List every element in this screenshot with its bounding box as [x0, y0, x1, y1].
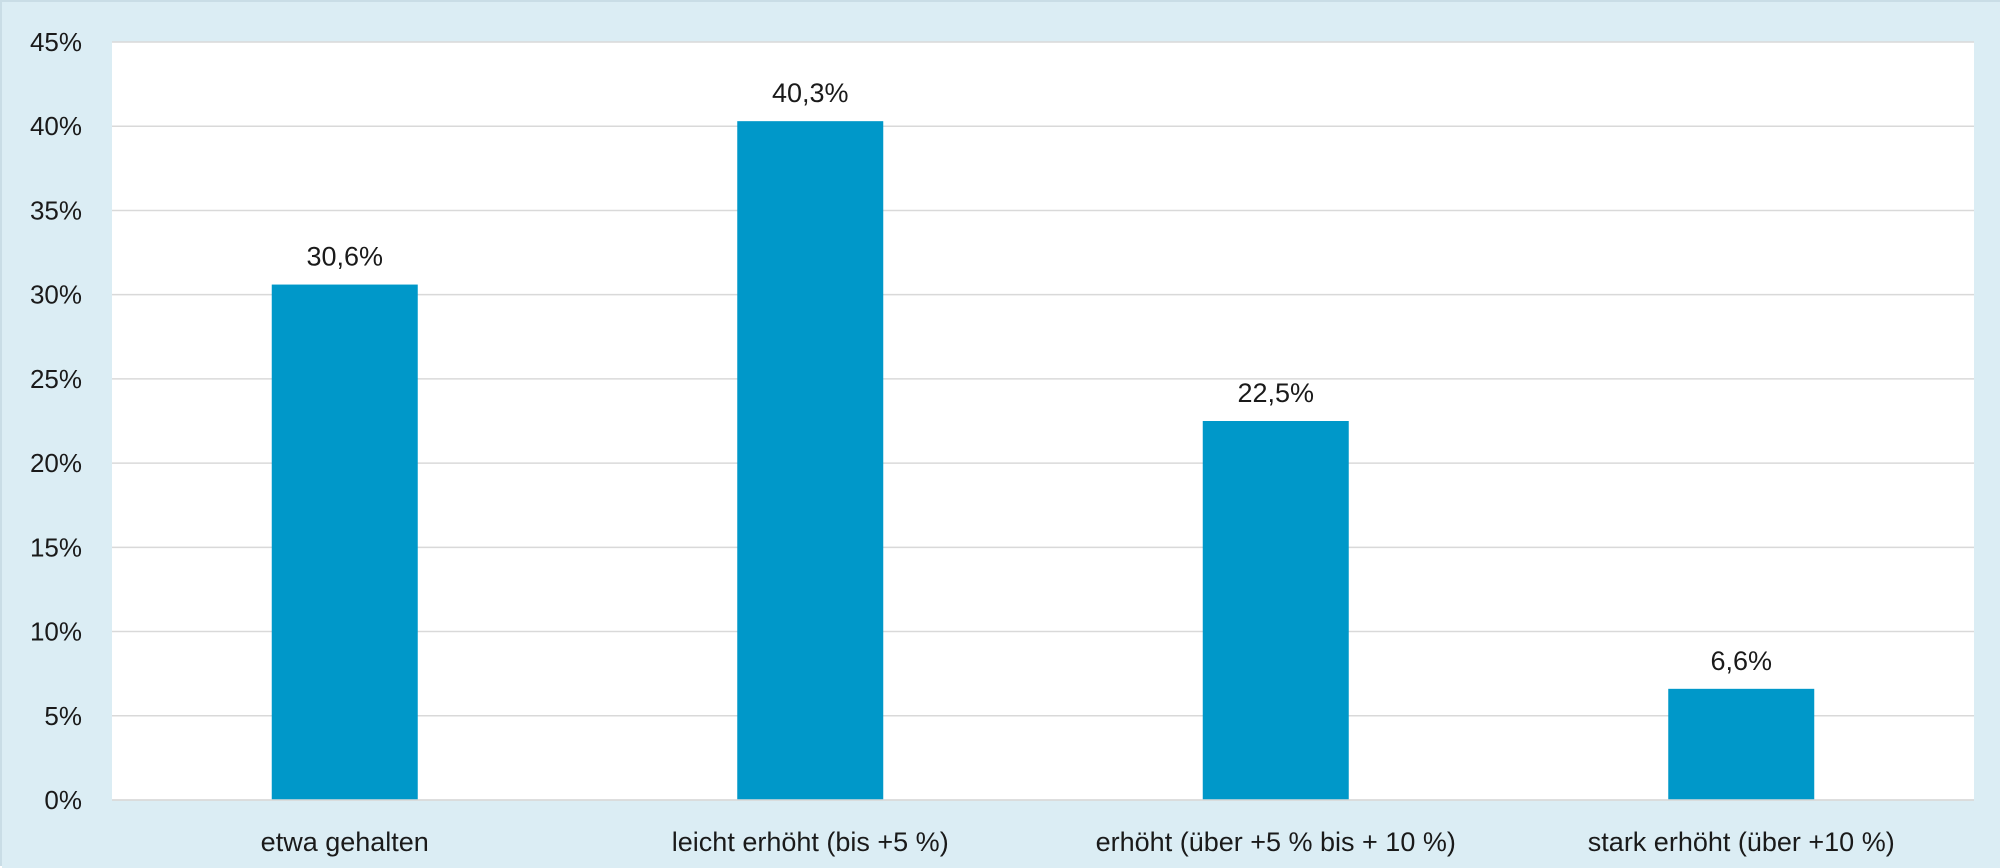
data-label: 22,5%	[1237, 378, 1314, 408]
gridlines	[112, 41, 1974, 801]
y-tick-label: 30%	[30, 280, 82, 310]
y-tick-label: 5%	[44, 701, 82, 731]
bar	[271, 284, 418, 800]
data-label: 6,6%	[1710, 646, 1772, 676]
data-label: 30,6%	[306, 242, 383, 272]
y-tick-label: 0%	[44, 785, 82, 815]
bar	[1668, 688, 1815, 800]
y-tick-label: 45%	[30, 27, 82, 57]
bar	[1202, 421, 1349, 800]
bar	[737, 121, 884, 801]
data-labels: 30,6% 40,3% 22,5% 6,6%	[306, 78, 1772, 676]
x-category-label: stark erhöht (über +10 %)	[1588, 827, 1895, 857]
x-category-label: etwa gehalten	[261, 827, 429, 857]
y-tick-label: 15%	[30, 532, 82, 562]
y-tick-label: 35%	[30, 195, 82, 225]
y-tick-label: 25%	[30, 364, 82, 394]
y-axis: 0% 5% 10% 15% 20% 25% 30% 35% 40% 45%	[30, 27, 82, 815]
x-axis: etwa gehalten leicht erhöht (bis +5 %) erh…	[112, 799, 1974, 857]
y-tick-label: 20%	[30, 448, 82, 478]
data-label: 40,3%	[772, 78, 849, 108]
x-category-label: erhöht (über +5 % bis + 10 %)	[1096, 827, 1456, 857]
bars	[271, 121, 1815, 801]
x-category-label: leicht erhöht (bis +5 %)	[672, 827, 949, 857]
y-tick-label: 10%	[30, 617, 82, 647]
y-tick-label: 40%	[30, 111, 82, 141]
plot-area	[112, 42, 1974, 800]
